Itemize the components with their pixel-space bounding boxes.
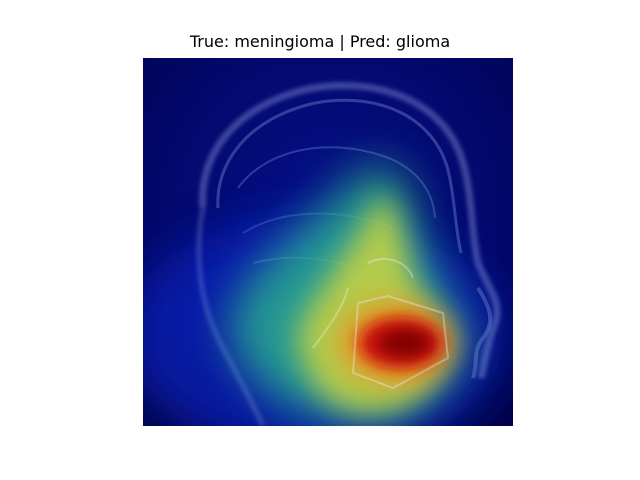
heat-darkred-core	[379, 329, 431, 357]
mri-inner-structure	[312, 258, 450, 390]
gradcam-overlay-image	[143, 58, 513, 426]
figure-title: True: meningioma | Pred: glioma	[189, 32, 451, 51]
heatmap-mri-svg	[143, 58, 513, 426]
